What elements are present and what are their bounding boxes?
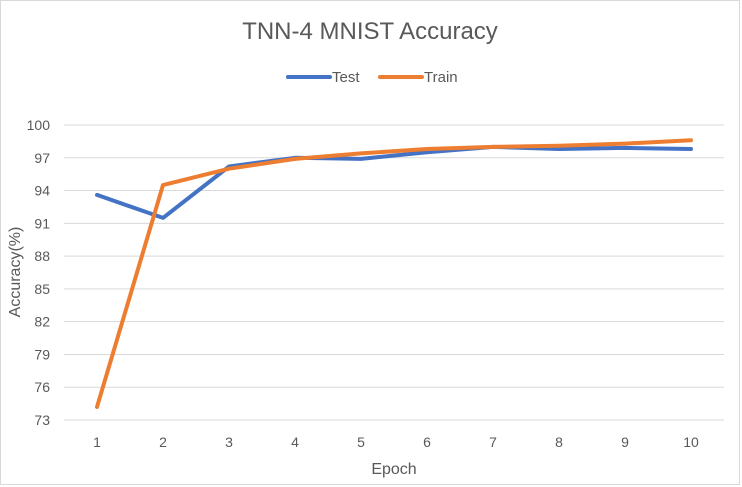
y-tick-label: 100 <box>27 117 51 133</box>
y-tick-label: 88 <box>34 248 50 264</box>
x-tick-label: 2 <box>159 434 167 450</box>
y-tick-label: 85 <box>34 281 50 297</box>
y-tick-label: 82 <box>34 314 50 330</box>
y-tick-label: 97 <box>34 150 50 166</box>
series-line-train <box>95 138 693 409</box>
y-tick-label: 94 <box>34 183 50 199</box>
chart-title: TNN-4 MNIST Accuracy <box>242 18 498 45</box>
series-group <box>95 138 693 409</box>
x-axis-title: Epoch <box>371 461 416 478</box>
x-tick-label: 10 <box>683 434 699 450</box>
legend: Test Train <box>286 69 458 86</box>
y-axis-title: Accuracy(%) <box>7 227 24 318</box>
y-axis-ticks: 73 76 79 82 85 88 91 94 97 100 <box>27 117 51 428</box>
x-axis-ticks: 1 2 3 4 5 6 7 8 9 10 <box>93 434 699 450</box>
x-tick-label: 9 <box>621 434 629 450</box>
y-tick-label: 76 <box>34 379 50 395</box>
x-tick-label: 5 <box>357 434 365 450</box>
x-tick-label: 8 <box>555 434 563 450</box>
legend-label-train: Train <box>424 69 458 86</box>
legend-label-test: Test <box>332 69 360 86</box>
y-tick-label: 73 <box>34 412 50 428</box>
x-tick-label: 1 <box>93 434 101 450</box>
y-tick-label: 79 <box>34 346 50 362</box>
y-tick-label: 91 <box>34 215 50 231</box>
x-tick-label: 4 <box>291 434 299 450</box>
x-tick-label: 7 <box>489 434 497 450</box>
x-tick-label: 3 <box>225 434 233 450</box>
x-tick-label: 6 <box>423 434 431 450</box>
gridlines <box>64 124 724 421</box>
series-line-test <box>95 144 693 220</box>
